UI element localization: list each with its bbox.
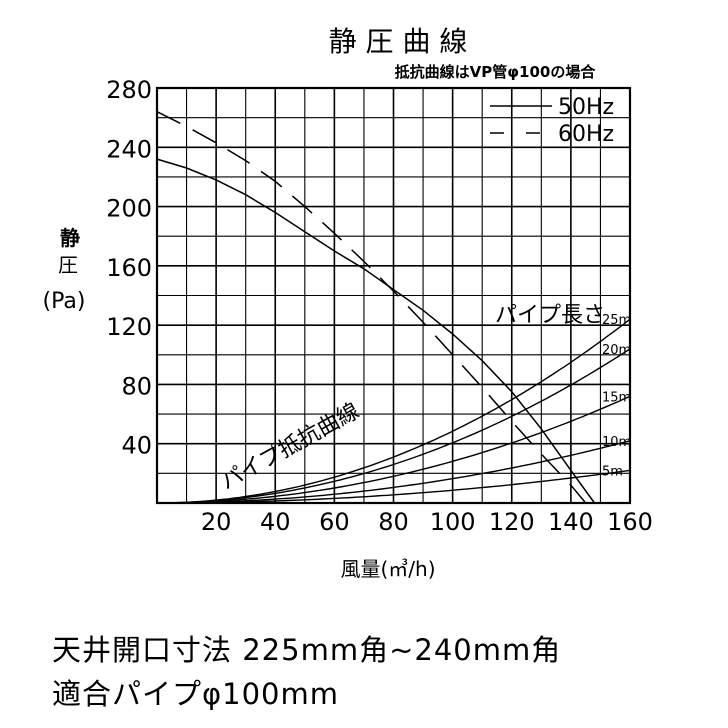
x-tick-label: 20	[201, 508, 232, 536]
legend-label: 50Hz	[558, 95, 614, 120]
footer-opening-size: 天井開口寸法 225mm角~240mm角	[52, 633, 562, 667]
chart-subtitle: 抵抗曲線はVP管φ100の場合	[395, 63, 597, 81]
chart-grid	[155, 86, 632, 505]
resistance-curve-label: 10m	[602, 435, 631, 450]
resistance-curve-label: 5m	[602, 464, 623, 479]
x-tick-label: 60	[319, 508, 350, 536]
x-tick-label: 100	[430, 508, 476, 536]
x-tick-label: 140	[548, 508, 594, 536]
axis-tick-labels: 20 40 60 80 100 120 140 160 40 80 120 160 200 240 280	[106, 76, 653, 536]
y-tick-label: 80	[121, 372, 152, 400]
fan-curve-60Hz	[156, 111, 587, 504]
resistance-curve-label: 25m	[602, 313, 631, 328]
resistance-curve-line	[157, 469, 631, 504]
resistance-curve-line	[157, 395, 631, 504]
chart-title: 静 圧 曲 線	[329, 25, 468, 58]
y-tick-label: 120	[106, 313, 152, 341]
resistance-curve-line	[157, 318, 631, 504]
y-tick-label: 240	[106, 135, 152, 163]
y-axis-label: 静 圧 (Pa)	[43, 226, 86, 314]
y-tick-label: 160	[106, 254, 152, 282]
y-axis-label-unit: (Pa)	[43, 289, 86, 314]
legend-label: 60Hz	[558, 122, 614, 147]
y-axis-label-line: 圧	[58, 253, 78, 277]
y-tick-label: 40	[121, 432, 152, 460]
pipe-length-label: パイプ長さ	[495, 303, 605, 328]
plot-frame	[155, 86, 632, 505]
footer-pipe-size: 適合パイプφ100mm	[52, 677, 339, 711]
x-tick-label: 160	[607, 508, 653, 536]
resistance-curves: 25m 20m 15m 10m 5m	[157, 313, 631, 504]
fan-curves	[156, 111, 596, 504]
y-tick-label: 280	[106, 76, 152, 104]
x-tick-label: 40	[260, 508, 291, 536]
y-tick-label: 200	[106, 195, 152, 223]
x-axis-label: 風量(㎥/h)	[340, 557, 435, 581]
resistance-curve-label: 15m	[602, 390, 631, 405]
resistance-curve-line	[157, 440, 631, 504]
fan-curve-50Hz	[156, 158, 596, 504]
resistance-curve-label: 20m	[602, 343, 631, 358]
x-tick-label: 120	[489, 508, 535, 536]
resistance-curve-line	[157, 348, 631, 504]
pipe-resistance-curve-label: パイプ抵抗曲線	[217, 399, 364, 496]
x-tick-label: 80	[378, 508, 409, 536]
y-axis-label-line: 静	[60, 226, 80, 250]
